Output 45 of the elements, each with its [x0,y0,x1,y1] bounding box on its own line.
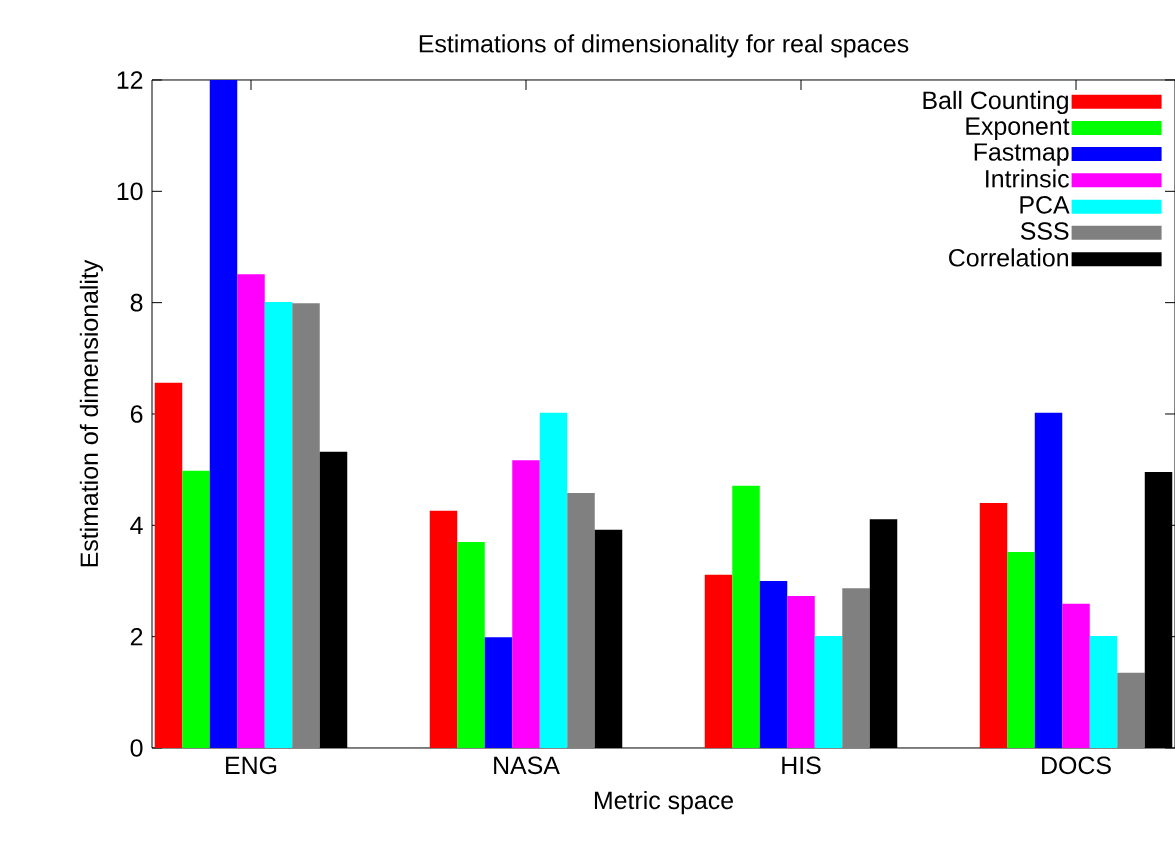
legend-label: PCA [1020,196,1070,214]
x-axis-title: Metric space [594,790,733,815]
y-tick-label: 2 [130,627,143,646]
legend-label: Fastmap [974,143,1069,166]
bar [759,580,788,748]
legend-label: SSS [1020,222,1069,240]
bar [182,470,210,748]
bar [732,485,760,748]
bar [154,382,183,748]
bar [567,493,595,748]
x-tick-label: NASA [494,756,560,775]
y-tick-label: 4 [130,516,143,534]
y-tick-label: 0 [130,739,143,757]
bar [704,574,733,748]
x-tick-label: ENG [226,756,277,775]
x-tick-label: HIS [782,756,821,775]
y-tick-label: 10 [117,182,143,201]
bar [237,274,265,748]
y-tick-label: 8 [130,293,143,312]
legend-label: Correlation [949,248,1068,267]
bar [512,460,540,748]
chart-title: Estimations of dimensionality for real spaces [419,34,909,58]
bar [292,303,320,748]
bar [1034,412,1063,748]
x-tick-label: DOCS [1042,756,1111,775]
bar [842,588,870,748]
bar [1117,672,1145,748]
legend-label: Exponent [966,117,1070,140]
bar [264,302,293,748]
y-tick-label: 12 [117,71,143,89]
bar [484,637,513,748]
bar [1007,552,1035,748]
bar [787,596,815,748]
bar [814,636,843,748]
bar [979,503,1008,748]
legend-label: Intrinsic [986,169,1069,188]
legend-label: Ball Counting [923,90,1068,115]
bar [457,542,485,748]
bar [1089,636,1118,748]
y-axis-title: Estimation of dimensionality [79,259,104,567]
bar [539,412,568,748]
bar [429,510,458,748]
y-tick-label: 6 [130,405,143,423]
bar [209,79,238,748]
bar [1062,603,1090,748]
